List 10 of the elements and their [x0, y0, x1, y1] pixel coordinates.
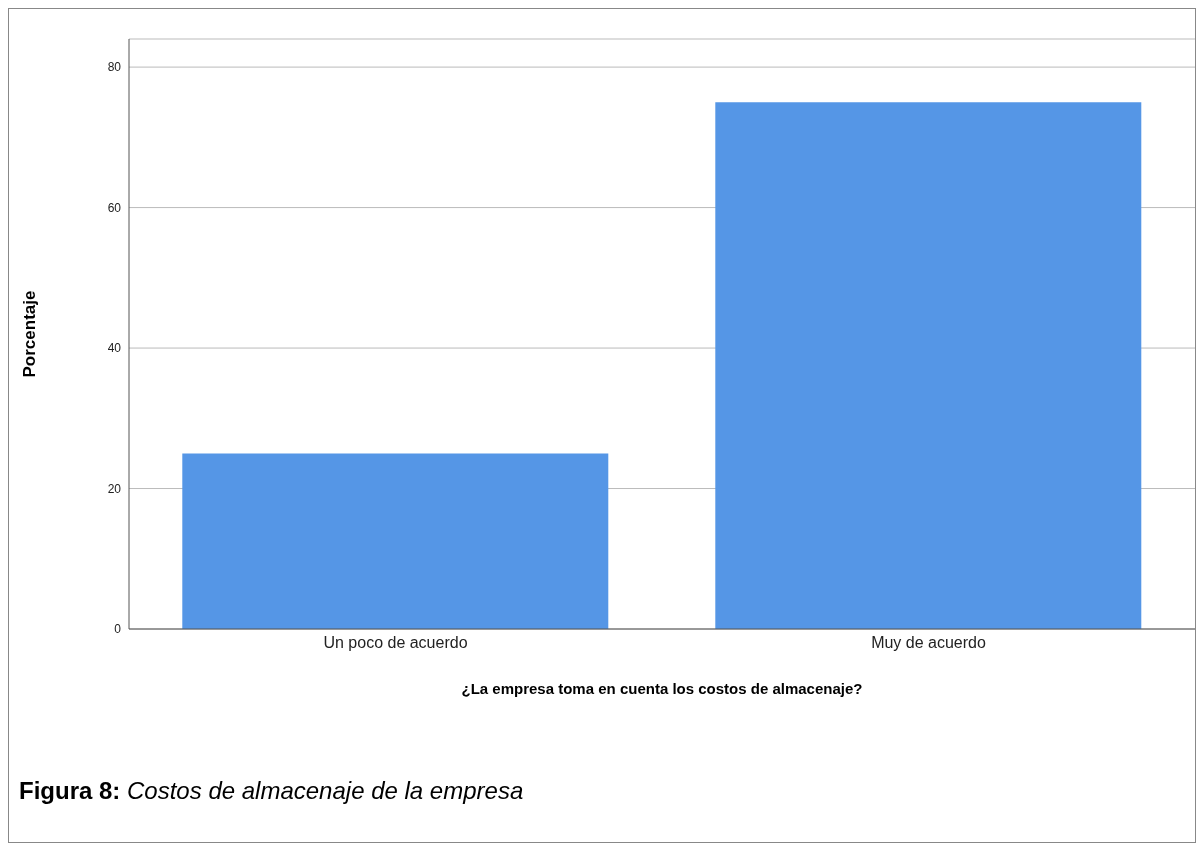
y-tick-label: 80	[107, 60, 122, 75]
x-tick-label: Un poco de acuerdo	[323, 634, 468, 652]
y-tick-label: 0	[114, 622, 122, 637]
y-tick-label: 40	[107, 341, 122, 356]
x-axis-title: ¿La empresa toma en cuenta los costos de almacenaje?	[461, 680, 863, 697]
x-tick-label: Muy de acuerdo	[871, 634, 986, 652]
text: Figura 8: Costos de almacenaje de la empresa	[19, 777, 524, 804]
y-tick-label: 60	[107, 200, 122, 215]
y-tick-label: 20	[107, 481, 122, 496]
y-axis-title: Porcentaje	[20, 290, 40, 378]
